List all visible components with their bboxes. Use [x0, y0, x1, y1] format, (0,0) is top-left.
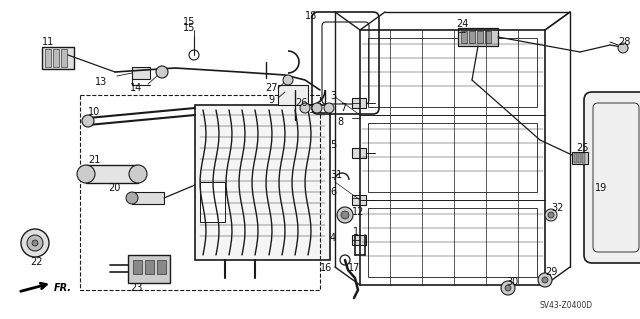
Text: 8: 8: [337, 117, 343, 127]
Bar: [458, 28, 498, 46]
Text: 17: 17: [348, 263, 360, 273]
Text: 14: 14: [130, 83, 142, 93]
Circle shape: [129, 165, 147, 183]
Bar: [42, 47, 74, 69]
Bar: [352, 195, 366, 205]
Text: 24: 24: [456, 19, 468, 29]
Bar: [200, 182, 225, 222]
Circle shape: [618, 43, 628, 53]
Bar: [53, 49, 59, 67]
Bar: [368, 38, 537, 107]
Text: 18: 18: [305, 11, 317, 21]
Text: 1: 1: [353, 227, 359, 237]
Bar: [195, 105, 330, 260]
Bar: [368, 208, 537, 277]
Bar: [145, 260, 154, 274]
Text: 32: 32: [551, 203, 563, 213]
Text: 10: 10: [88, 107, 100, 117]
Circle shape: [126, 192, 138, 204]
Text: 22: 22: [30, 257, 42, 267]
Circle shape: [283, 75, 293, 85]
Bar: [352, 148, 366, 158]
Circle shape: [337, 207, 353, 223]
Bar: [477, 31, 483, 43]
Text: 3: 3: [330, 91, 336, 101]
Text: 16: 16: [320, 263, 332, 273]
Text: 21: 21: [88, 155, 100, 165]
Bar: [157, 260, 166, 274]
Circle shape: [548, 212, 554, 218]
Text: 9: 9: [268, 95, 274, 105]
Bar: [132, 192, 164, 204]
Bar: [485, 31, 491, 43]
Circle shape: [82, 115, 94, 127]
Circle shape: [77, 165, 95, 183]
Text: 11: 11: [42, 37, 54, 47]
Circle shape: [32, 240, 38, 246]
Bar: [578, 153, 581, 163]
Circle shape: [312, 103, 322, 113]
Text: 19: 19: [595, 183, 607, 193]
Text: 31: 31: [330, 170, 342, 180]
Circle shape: [341, 211, 349, 219]
Text: SV43-Z0400D: SV43-Z0400D: [540, 301, 593, 310]
Bar: [574, 153, 577, 163]
Bar: [461, 31, 467, 43]
Bar: [133, 260, 142, 274]
Text: 29: 29: [545, 267, 557, 277]
Circle shape: [542, 277, 548, 283]
Text: 7: 7: [340, 103, 346, 113]
Text: 15: 15: [183, 23, 195, 33]
Circle shape: [538, 273, 552, 287]
Circle shape: [21, 229, 49, 257]
Bar: [582, 153, 585, 163]
Text: 12: 12: [352, 207, 364, 217]
Text: 26: 26: [295, 98, 307, 108]
Circle shape: [501, 281, 515, 295]
Bar: [278, 85, 308, 105]
Circle shape: [505, 285, 511, 291]
Text: 27: 27: [265, 83, 278, 93]
Text: 15: 15: [183, 17, 195, 27]
Circle shape: [545, 209, 557, 221]
Circle shape: [324, 103, 334, 113]
Bar: [80, 95, 320, 290]
Text: 4: 4: [330, 233, 336, 243]
Text: 6: 6: [330, 187, 336, 197]
Text: FR.: FR.: [54, 283, 72, 293]
Bar: [368, 123, 537, 192]
Bar: [45, 49, 51, 67]
Bar: [352, 98, 366, 108]
Bar: [86, 165, 138, 183]
Bar: [572, 152, 588, 164]
Text: 30: 30: [506, 277, 518, 287]
FancyBboxPatch shape: [584, 92, 640, 263]
Bar: [469, 31, 475, 43]
Text: 28: 28: [618, 37, 630, 47]
Bar: [132, 67, 150, 79]
Text: 13: 13: [95, 77, 108, 87]
Circle shape: [156, 66, 168, 78]
Text: 20: 20: [108, 183, 120, 193]
Bar: [352, 235, 366, 245]
Circle shape: [300, 103, 310, 113]
Bar: [61, 49, 67, 67]
Bar: [128, 255, 170, 283]
Text: 5: 5: [330, 140, 336, 150]
Text: 23: 23: [130, 283, 142, 293]
Circle shape: [27, 235, 43, 251]
Text: 25: 25: [576, 143, 589, 153]
